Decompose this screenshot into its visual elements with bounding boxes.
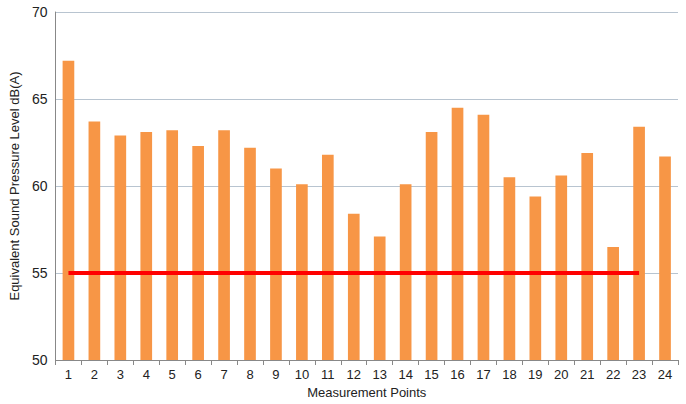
svg-text:13: 13 <box>372 367 386 382</box>
svg-text:10: 10 <box>295 367 309 382</box>
svg-text:Measurement Points: Measurement Points <box>307 385 427 400</box>
svg-text:1: 1 <box>65 367 72 382</box>
svg-text:21: 21 <box>580 367 594 382</box>
svg-text:7: 7 <box>220 367 227 382</box>
svg-text:65: 65 <box>32 91 48 107</box>
svg-text:8: 8 <box>246 367 253 382</box>
svg-text:17: 17 <box>476 367 490 382</box>
svg-text:24: 24 <box>658 367 672 382</box>
svg-text:16: 16 <box>450 367 464 382</box>
svg-text:50: 50 <box>32 352 48 368</box>
svg-text:2: 2 <box>91 367 98 382</box>
svg-text:20: 20 <box>554 367 568 382</box>
svg-text:19: 19 <box>528 367 542 382</box>
svg-text:3: 3 <box>117 367 124 382</box>
svg-text:14: 14 <box>398 367 412 382</box>
svg-text:22: 22 <box>606 367 620 382</box>
svg-text:11: 11 <box>321 367 335 382</box>
svg-text:Equivalent Sound Pressure Leve: Equivalent Sound Pressure Level dB(A) <box>7 71 22 300</box>
svg-text:15: 15 <box>424 367 438 382</box>
svg-text:60: 60 <box>32 178 48 194</box>
svg-text:4: 4 <box>143 367 150 382</box>
svg-text:23: 23 <box>632 367 646 382</box>
svg-text:5: 5 <box>169 367 176 382</box>
svg-text:70: 70 <box>32 4 48 20</box>
svg-text:12: 12 <box>347 367 361 382</box>
svg-text:18: 18 <box>502 367 516 382</box>
svg-text:9: 9 <box>272 367 279 382</box>
svg-text:55: 55 <box>32 265 48 281</box>
svg-text:6: 6 <box>195 367 202 382</box>
